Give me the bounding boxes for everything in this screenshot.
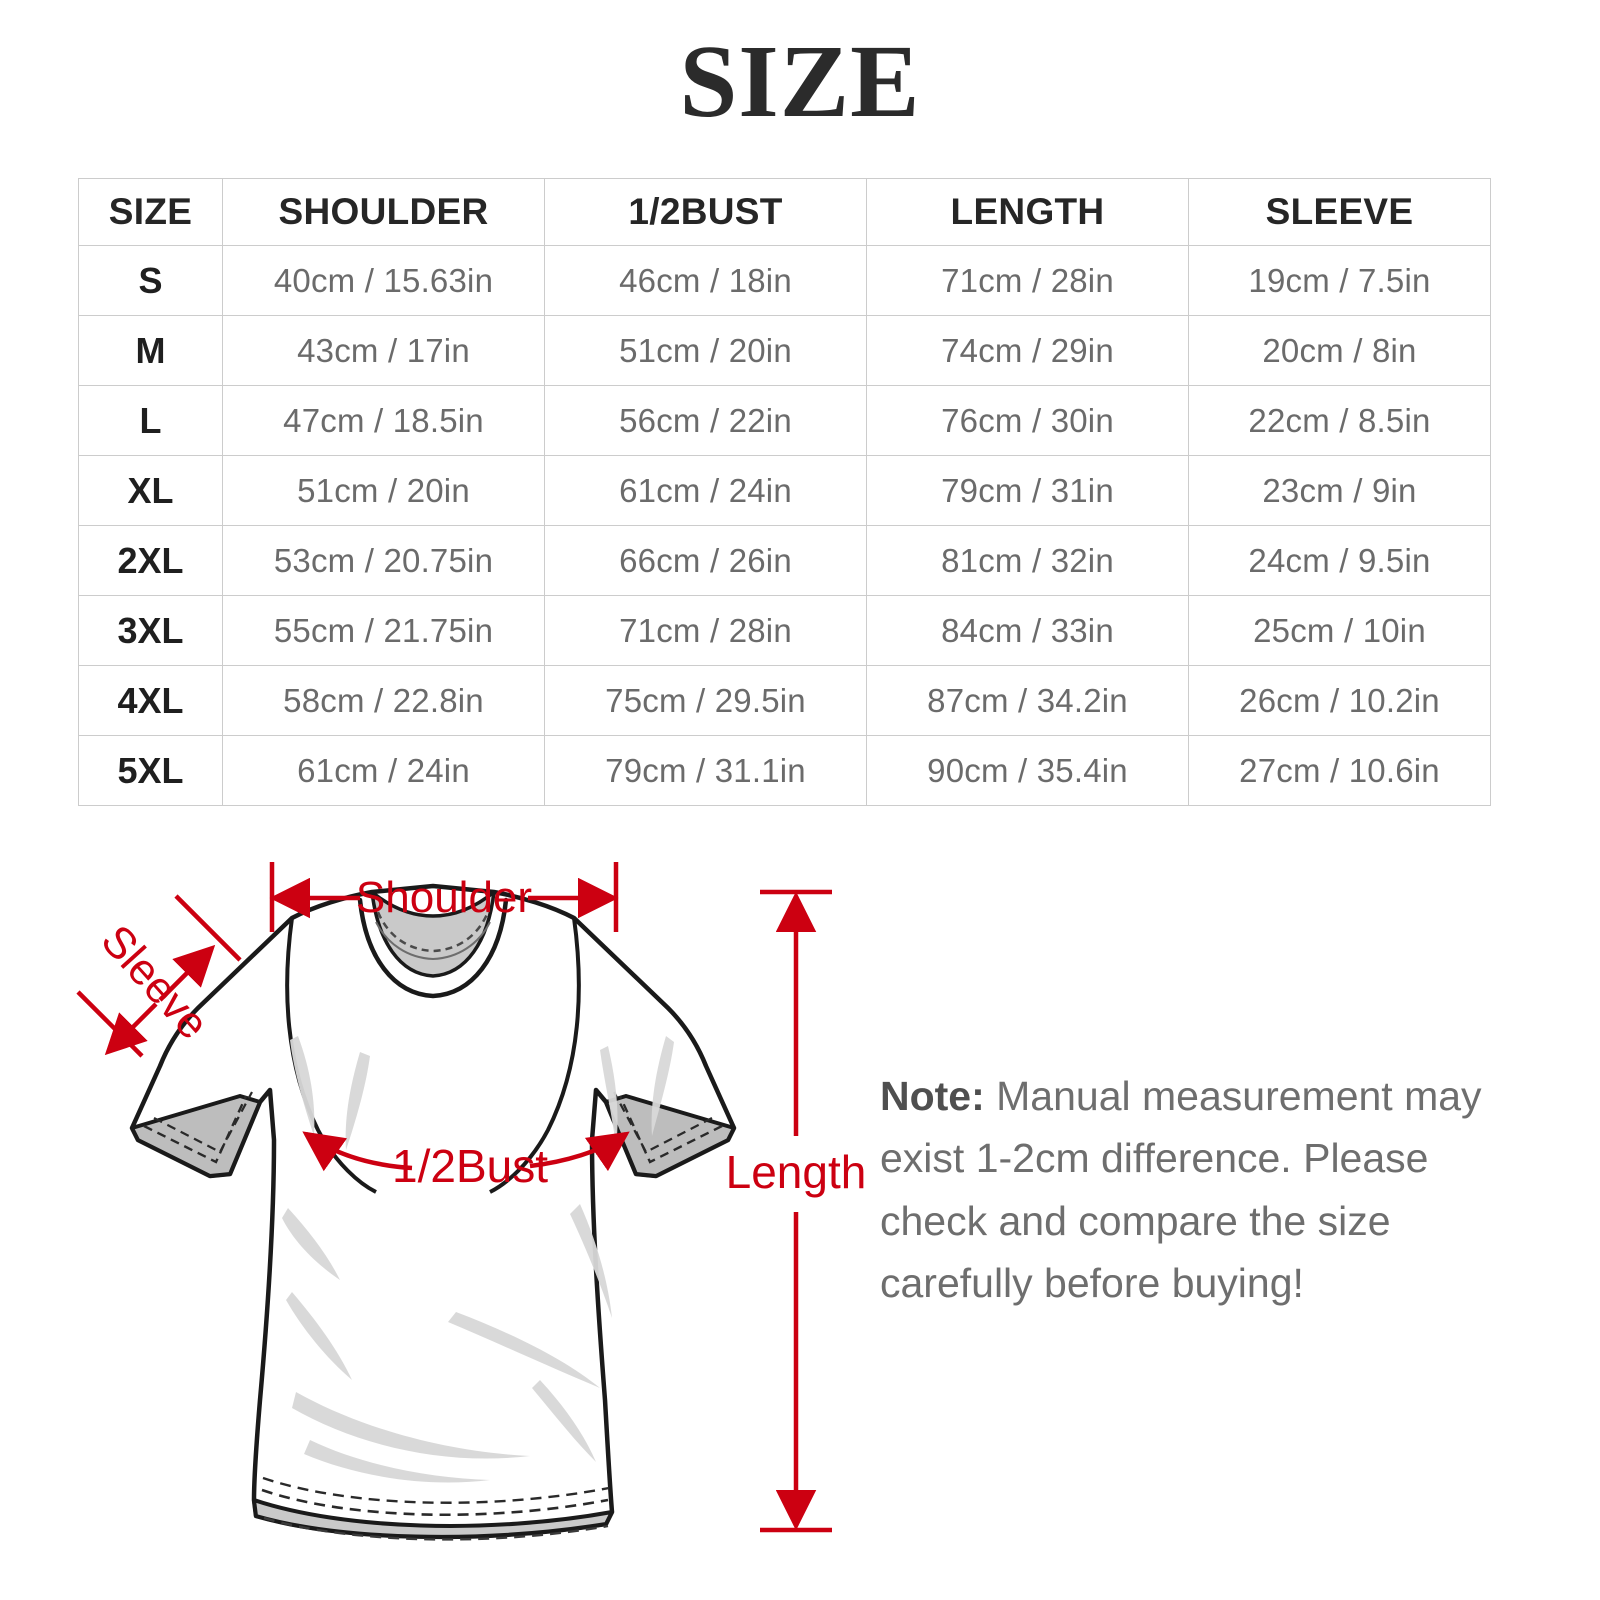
cell-sleeve: 20cm / 8in	[1188, 315, 1491, 386]
cell-length: 71cm / 28in	[866, 245, 1189, 316]
table-row: S 40cm / 15.63in 46cm / 18in 71cm / 28in…	[78, 245, 1491, 316]
tshirt-body	[129, 883, 737, 1541]
column-header-shoulder: SHOULDER	[222, 178, 545, 246]
cell-sleeve: 23cm / 9in	[1188, 455, 1491, 526]
bust-label: 1/2Bust	[392, 1140, 548, 1192]
cell-size: 4XL	[78, 665, 223, 736]
cell-length: 81cm / 32in	[866, 525, 1189, 596]
cell-bust: 66cm / 26in	[544, 525, 867, 596]
cell-size: XL	[78, 455, 223, 526]
cell-size: L	[78, 385, 223, 456]
column-header-bust: 1/2BUST	[544, 178, 867, 246]
size-table-container: SIZE SHOULDER 1/2BUST LENGTH SLEEVE S 40…	[78, 178, 1491, 806]
cell-shoulder: 51cm / 20in	[222, 455, 545, 526]
table-row: 4XL 58cm / 22.8in 75cm / 29.5in 87cm / 3…	[78, 665, 1491, 736]
cell-size: S	[78, 245, 223, 316]
cell-bust: 75cm / 29.5in	[544, 665, 867, 736]
cell-shoulder: 47cm / 18.5in	[222, 385, 545, 456]
cell-shoulder: 40cm / 15.63in	[222, 245, 545, 316]
shoulder-dimension: Shoulder	[269, 862, 619, 932]
cell-sleeve: 25cm / 10in	[1188, 595, 1491, 666]
table-header-row: SIZE SHOULDER 1/2BUST LENGTH SLEEVE	[78, 178, 1491, 246]
cell-size: 2XL	[78, 525, 223, 596]
cell-size: 5XL	[78, 735, 223, 806]
measurement-diagram: Shoulder Sleeve 1/2Bust Length Note: Man…	[0, 840, 1600, 1600]
cell-sleeve: 22cm / 8.5in	[1188, 385, 1491, 456]
column-header-length: LENGTH	[866, 178, 1189, 246]
shoulder-label: Shoulder	[356, 873, 532, 922]
note-label: Note:	[880, 1073, 985, 1119]
cell-length: 87cm / 34.2in	[866, 665, 1189, 736]
table-row: M 43cm / 17in 51cm / 20in 74cm / 29in 20…	[78, 315, 1491, 386]
tshirt-illustration: Shoulder Sleeve 1/2Bust Length	[76, 862, 867, 1541]
bust-dimension: 1/2Bust	[302, 1131, 630, 1192]
cell-shoulder: 53cm / 20.75in	[222, 525, 545, 596]
cell-sleeve: 24cm / 9.5in	[1188, 525, 1491, 596]
length-dimension: Length	[726, 889, 867, 1533]
note-text: Manual measurement may exist 1-2cm diffe…	[880, 1073, 1482, 1306]
cell-length: 76cm / 30in	[866, 385, 1189, 456]
cell-shoulder: 55cm / 21.75in	[222, 595, 545, 666]
cell-bust: 71cm / 28in	[544, 595, 867, 666]
cell-bust: 56cm / 22in	[544, 385, 867, 456]
cell-length: 74cm / 29in	[866, 315, 1189, 386]
table-row: 5XL 61cm / 24in 79cm / 31.1in 90cm / 35.…	[78, 735, 1491, 806]
cell-size: 3XL	[78, 595, 223, 666]
cell-length: 90cm / 35.4in	[866, 735, 1189, 806]
cell-length: 79cm / 31in	[866, 455, 1189, 526]
cell-shoulder: 43cm / 17in	[222, 315, 545, 386]
column-header-sleeve: SLEEVE	[1188, 178, 1491, 246]
note-block: Note: Manual measurement may exist 1-2cm…	[880, 1065, 1520, 1314]
page-title: SIZE	[679, 24, 921, 139]
table-row: XL 51cm / 20in 61cm / 24in 79cm / 31in 2…	[78, 455, 1491, 526]
cell-bust: 46cm / 18in	[544, 245, 867, 316]
column-header-size: SIZE	[78, 178, 223, 246]
table-row: 3XL 55cm / 21.75in 71cm / 28in 84cm / 33…	[78, 595, 1491, 666]
sleeve-label: Sleeve	[92, 916, 218, 1049]
length-label: Length	[726, 1146, 867, 1198]
cell-size: M	[78, 315, 223, 386]
size-table: SIZE SHOULDER 1/2BUST LENGTH SLEEVE S 40…	[78, 178, 1491, 806]
table-row: L 47cm / 18.5in 56cm / 22in 76cm / 30in …	[78, 385, 1491, 456]
cell-length: 84cm / 33in	[866, 595, 1189, 666]
cell-sleeve: 27cm / 10.6in	[1188, 735, 1491, 806]
cell-bust: 79cm / 31.1in	[544, 735, 867, 806]
cell-bust: 51cm / 20in	[544, 315, 867, 386]
table-row: 2XL 53cm / 20.75in 66cm / 26in 81cm / 32…	[78, 525, 1491, 596]
cell-sleeve: 26cm / 10.2in	[1188, 665, 1491, 736]
cell-shoulder: 58cm / 22.8in	[222, 665, 545, 736]
cell-sleeve: 19cm / 7.5in	[1188, 245, 1491, 316]
cell-bust: 61cm / 24in	[544, 455, 867, 526]
cell-shoulder: 61cm / 24in	[222, 735, 545, 806]
